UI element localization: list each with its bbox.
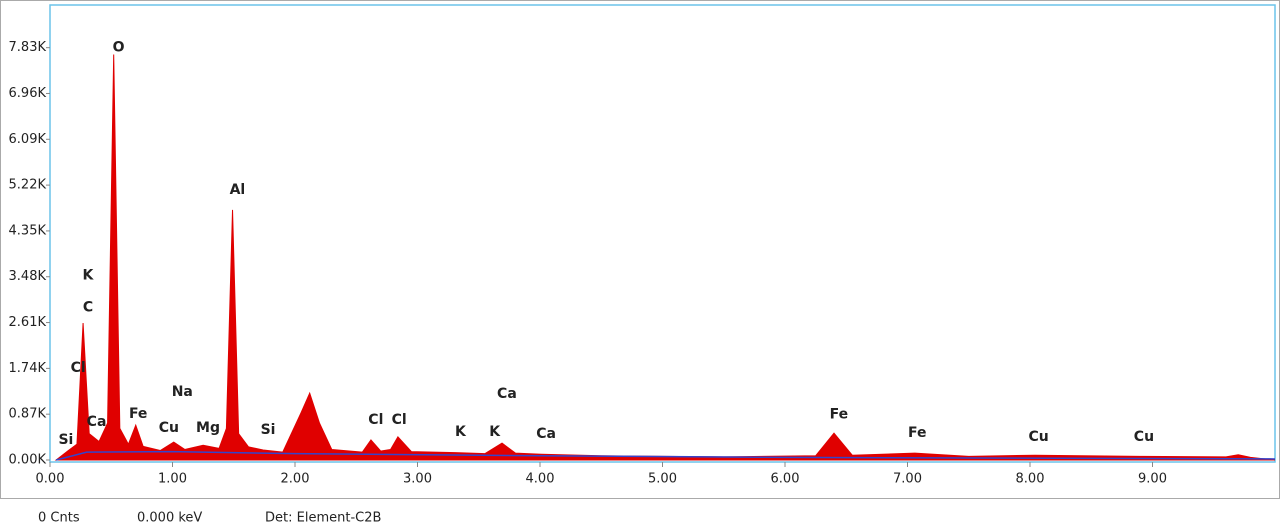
y-tick-label: 4.35K [9, 223, 47, 238]
y-tick-label: 2.61K [9, 315, 47, 330]
plot-frame [49, 4, 1276, 463]
peak-label: Cu [1028, 429, 1048, 445]
peak-label: O [113, 40, 125, 56]
status-counts: 0 Cnts [38, 511, 80, 525]
peak-label: Si [261, 422, 276, 438]
y-tick-label: 7.83K [9, 40, 47, 55]
peak-label: Ca [536, 426, 556, 442]
spectrum-area [54, 54, 1276, 461]
peak-label: Cl [71, 360, 86, 376]
x-tick-label: 0.00 [36, 472, 65, 487]
status-detector: Det: Element-C2B [265, 511, 381, 525]
x-tick-label: 2.00 [281, 472, 310, 487]
peak-label: Cl [368, 412, 383, 428]
x-tick-label: 5.00 [648, 472, 677, 487]
peak-label: C [83, 299, 93, 315]
y-tick-label: 6.96K [9, 86, 47, 101]
peak-label: Cu [159, 420, 179, 436]
peak-label: Si [58, 432, 73, 448]
peak-label: Al [230, 182, 246, 198]
x-tick-label: 1.00 [158, 472, 187, 487]
peak-label: K [455, 424, 467, 440]
x-tick-label: 8.00 [1016, 472, 1045, 487]
x-tick-label: 4.00 [526, 472, 555, 487]
peak-label: Mg [196, 420, 220, 436]
peak-label: Fe [830, 407, 849, 423]
peak-label: Cu [1134, 429, 1154, 445]
peak-label: Ca [497, 386, 517, 402]
x-tick-label: 3.00 [403, 472, 432, 487]
y-tick-label: 5.22K [9, 178, 47, 193]
peak-label: K [489, 424, 501, 440]
y-tick-label: 3.48K [9, 269, 47, 284]
x-tick-label: 9.00 [1138, 472, 1167, 487]
peak-label: Fe [908, 425, 927, 441]
y-tick-label: 6.09K [9, 132, 47, 147]
background-line [55, 450, 1276, 461]
peak-label: K [83, 268, 95, 284]
peak-label: Na [172, 384, 193, 400]
peak-label: Cl [392, 412, 407, 428]
peak-label: Ca [87, 414, 107, 430]
peak-label: Fe [129, 406, 148, 422]
y-tick-label: 1.74K [9, 361, 47, 376]
status-energy: 0.000 keV [137, 511, 202, 525]
x-tick-label: 7.00 [893, 472, 922, 487]
y-tick-label: 0.87K [9, 407, 47, 422]
y-tick-label: 0.00K [9, 453, 47, 468]
x-tick-label: 6.00 [771, 472, 800, 487]
